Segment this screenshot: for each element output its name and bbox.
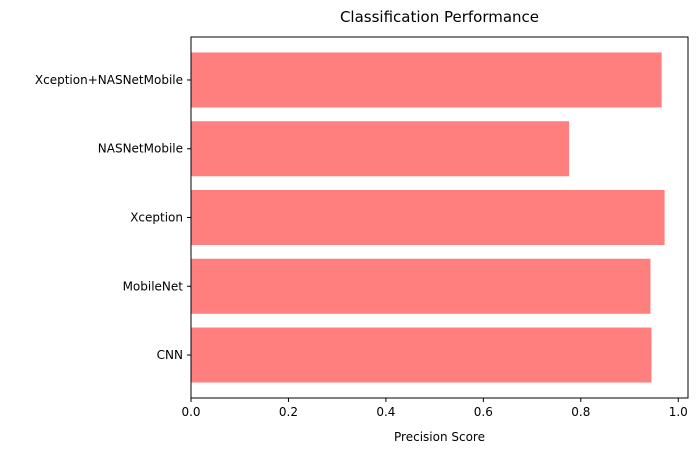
x-tick-label: 0.2 — [279, 405, 298, 419]
x-axis-ticks: 0.0 0.2 0.4 0.6 0.8 1.0 — [181, 398, 688, 419]
x-tick-label: 0.0 — [181, 405, 200, 419]
x-tick-label: 0.6 — [474, 405, 493, 419]
y-tick-label: Xception — [130, 211, 183, 225]
bar-xception — [191, 189, 665, 246]
x-axis-label: Precision Score — [394, 430, 485, 444]
bar-xception-nasnetmobile — [191, 52, 662, 108]
x-tick-label: 1.0 — [669, 405, 688, 419]
bar-nasnetmobile — [191, 121, 570, 177]
plot-frame — [190, 36, 689, 399]
bars-group — [191, 52, 665, 383]
y-tick-label: CNN — [157, 348, 183, 362]
y-axis-ticks: CNN MobileNet Xception NASNetMobile Xception… — [35, 73, 191, 362]
chart-title: Classification Performance — [340, 8, 539, 26]
y-tick-label: Xception+NASNetMobile — [35, 73, 183, 87]
y-tick-label: NASNetMobile — [98, 142, 183, 156]
x-tick-label: 0.4 — [376, 405, 395, 419]
bar-cnn — [191, 327, 652, 383]
bar-mobilenet — [191, 258, 651, 314]
y-tick-label: MobileNet — [123, 279, 184, 293]
x-tick-label: 0.8 — [571, 405, 590, 419]
